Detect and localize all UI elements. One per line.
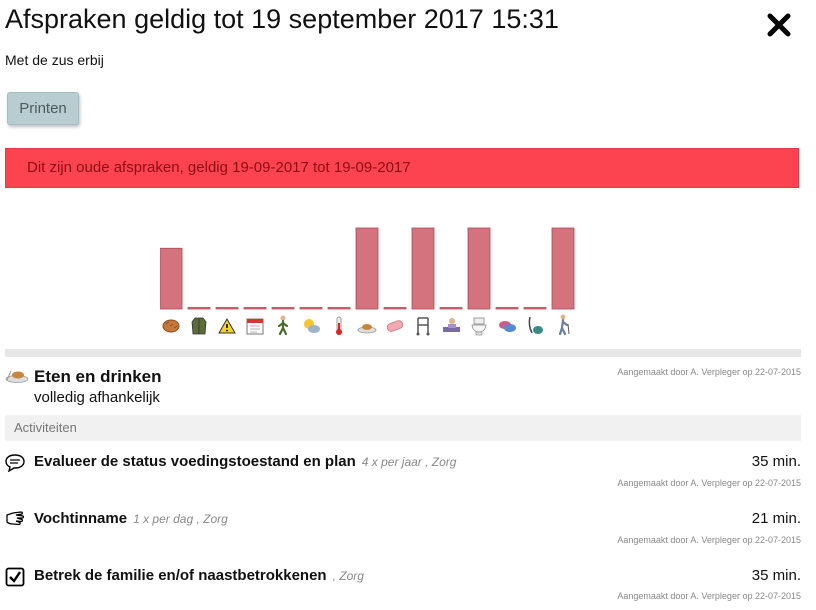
activity-duration: 21 min. <box>751 510 801 527</box>
calendar-icon[interactable] <box>246 318 264 335</box>
chart-bar[interactable] <box>551 227 575 310</box>
walking-person-icon[interactable] <box>277 315 289 336</box>
walker-icon[interactable] <box>416 317 430 336</box>
coat-icon[interactable] <box>191 317 207 335</box>
section-divider <box>5 349 801 357</box>
activities-header: Activiteiten <box>5 415 801 441</box>
activity-row[interactable]: Betrek de familie en/of naastbetrokkenen… <box>34 567 364 584</box>
checkbox-icon <box>5 567 25 587</box>
chart-bar[interactable] <box>187 307 211 310</box>
thermometer-icon[interactable] <box>336 316 342 335</box>
care-chart <box>160 227 575 336</box>
activity-frequency: , Zorg <box>332 569 364 583</box>
activity-title: Evalueer de status voedingstoestand en p… <box>34 453 356 470</box>
activity-duration: 35 min. <box>751 567 801 584</box>
chart-bar[interactable] <box>243 307 267 310</box>
activity-duration: 35 min. <box>751 453 801 470</box>
activity-title: Vochtinname <box>34 510 128 527</box>
chart-bar[interactable] <box>523 307 547 310</box>
section-created-meta: Aangemaakt door A. Verpleger op 22-07-20… <box>617 367 801 377</box>
chart-bar[interactable] <box>411 227 435 310</box>
activity-frequency: 4 x per jaar , Zorg <box>361 455 457 469</box>
warning-icon[interactable] <box>218 317 236 334</box>
speech-bubble-icon <box>5 454 25 472</box>
chart-bar[interactable] <box>467 227 491 310</box>
chart-bar[interactable] <box>299 307 323 310</box>
chart-bar[interactable] <box>383 307 407 310</box>
chart-bar[interactable] <box>439 307 463 310</box>
hand-icon <box>6 511 25 526</box>
sun-cloud-icon[interactable] <box>304 319 320 333</box>
chart-bar[interactable] <box>327 307 351 310</box>
old-agreements-alert: Dit zijn oude afspraken, geldig 19-09-20… <box>5 148 799 188</box>
chart-bar[interactable] <box>271 307 295 310</box>
section-status: volledig afhankelijk <box>34 389 160 406</box>
meal-plate-icon <box>5 370 29 383</box>
activity-row[interactable]: Vochtinname 1 x per dag , Zorg <box>34 510 228 527</box>
activity-created-meta: Aangemaakt door A. Verpleger op 22-07-20… <box>617 591 801 601</box>
speech-bubbles-icon[interactable] <box>499 321 516 332</box>
pills-icon[interactable] <box>386 320 404 333</box>
chart-bar[interactable] <box>355 227 379 310</box>
activity-row[interactable]: Evalueer de status voedingstoestand en p… <box>34 453 456 470</box>
bread-icon[interactable] <box>162 319 180 333</box>
page-subtitle: Met de zus erbij <box>5 52 104 68</box>
chart-bar[interactable] <box>215 307 239 310</box>
activity-created-meta: Aangemaakt door A. Verpleger op 22-07-20… <box>617 478 801 488</box>
chart-bar[interactable] <box>160 247 183 310</box>
page-title: Afspraken geldig tot 19 september 2017 1… <box>5 4 559 34</box>
activity-title: Betrek de familie en/of naastbetrokkenen <box>34 567 327 584</box>
activity-created-meta: Aangemaakt door A. Verpleger op 22-07-20… <box>617 535 801 545</box>
close-icon[interactable] <box>764 10 794 40</box>
person-bed-icon[interactable] <box>443 318 460 332</box>
meal-plate-icon[interactable] <box>357 324 377 334</box>
elderly-person-icon[interactable] <box>558 314 570 336</box>
activity-frequency: 1 x per dag , Zorg <box>133 512 228 526</box>
vacuum-cleaner-icon[interactable] <box>528 316 543 334</box>
toilet-icon[interactable] <box>471 317 487 336</box>
print-button[interactable]: Printen <box>7 92 79 125</box>
chart-bar[interactable] <box>495 307 519 310</box>
section-title: Eten en drinken <box>34 367 162 386</box>
